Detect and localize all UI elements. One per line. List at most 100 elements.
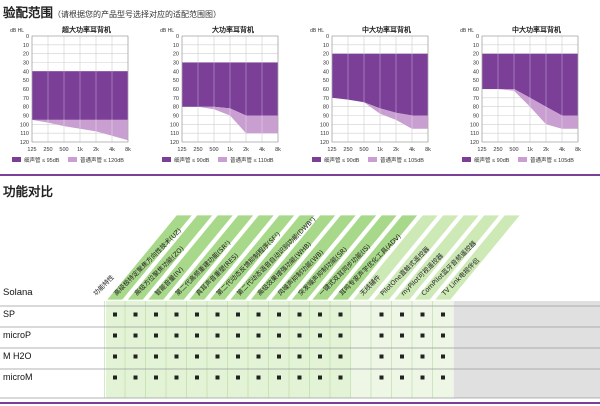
y-tick-label: 120 [20,140,29,146]
x-tick-label: 2k [93,147,99,153]
row-label: SP [3,309,15,319]
feature-mark [379,333,384,338]
y-tick-label: 0 [476,34,479,40]
y-tick-label: 40 [173,69,179,75]
y-tick-label: 70 [23,96,29,102]
legend-label: 细声管 ≤ 95dB [24,156,60,164]
x-tick-label: 125 [327,147,336,153]
feature-header-band [331,214,419,301]
legend-label: 细声管 ≤ 90dB [174,156,210,164]
feature-header-band [290,214,378,301]
feature-column-bg [166,301,187,398]
y-tick-label: 10 [23,43,29,49]
fitting-range-subtitle: （请根据您的产品型号选择对应的适配范围图） [53,10,222,19]
y-tick-label: 40 [473,69,479,75]
feature-mark [154,354,158,359]
y-tick-label: 40 [23,69,29,75]
feature-mark [379,312,384,317]
feature-mark [113,333,117,338]
x-tick-label: 250 [193,147,202,153]
feature-mark [215,354,220,359]
feature-header-band [433,214,522,301]
legend-swatch [462,157,471,162]
y-tick-label: 80 [323,105,329,111]
x-tick-label: 125 [177,147,186,153]
x-tick-label: 2k [393,147,399,153]
y-tick-label: 60 [23,87,29,93]
y-tick-label: 90 [23,114,29,120]
x-tick-label: 500 [59,147,68,153]
feature-mark [318,375,322,380]
x-tick-label: 1k [527,147,533,153]
y-axis-label: dB HL [310,28,324,34]
y-tick-label: 100 [20,122,29,128]
y-tick-label: 50 [23,78,29,84]
x-tick-label: 250 [343,147,352,153]
y-tick-label: 0 [176,34,179,40]
feature-mark [338,333,343,338]
feature-mark [441,375,445,380]
y-tick-label: 20 [323,52,329,58]
y-tick-label: 30 [173,61,179,67]
section-divider-bottom [0,402,600,404]
fitting-range-charts: 超大功率耳背机 dB HL 0 10 20 30 40 50 60 70 80 90 100 110 120… [0,18,600,168]
y-tick-label: 120 [470,140,479,146]
feature-column-bg [125,301,146,398]
feature-mark [195,333,199,338]
feature-mark [174,333,179,338]
legend-swatch [368,157,377,162]
chart-svg: 中大功率耳背机 dB HL0 10 20 30 40 50 60 70 80 90 100 110 120… [460,25,581,164]
chart-title: 中大功率耳背机 [362,25,411,34]
y-tick-label: 50 [323,78,329,84]
feature-comparison-title: 功能对比 [3,185,54,199]
legend-label: 普通声管 ≤ 110dB [230,156,274,164]
feature-column-bg [432,301,453,398]
feature-column-bg [371,301,392,398]
row-label: microP [3,330,31,340]
y-tick-label: 60 [173,87,179,93]
x-tick-label: 8k [125,147,131,153]
feature-column-bg [309,301,330,398]
y-tick-label: 80 [173,105,179,111]
feature-mark [297,375,302,380]
x-tick-label: 500 [359,147,368,153]
feature-mark [277,375,281,380]
feature-mark [297,354,302,359]
y-tick-label: 70 [473,96,479,102]
feature-mark [318,354,322,359]
legend-label: 普通声管 ≤ 120dB [80,156,124,164]
feature-header-band [146,214,235,301]
x-tick-label: 2k [243,147,249,153]
legend-label: 普通声管 ≤ 105dB [380,156,424,164]
x-tick-label: 8k [425,147,431,153]
feature-mark [400,354,404,359]
x-tick-label: 4k [409,147,415,153]
feature-mark [154,375,158,380]
feature-header-band [249,214,337,301]
y-tick-label: 10 [173,43,179,49]
area-standard-tube [32,119,128,141]
fitting-chart-medium-high-power-b: 中大功率耳背机 dB HL 0 10 20 30 40 50 60 70 80 90 100 110 120… [450,18,600,168]
x-tick-label: 4k [559,147,565,153]
y-tick-label: 100 [320,122,329,128]
feature-header-band [167,214,255,301]
feature-column-bg [207,301,228,398]
x-tick-label: 1k [377,147,383,153]
plot-border [481,35,579,143]
feature-header-band [351,214,440,301]
feature-mark [400,312,404,317]
feature-mark [277,333,281,338]
feature-comparison-table: 功能特性 高级极特定聚焦方向性技术(UZ) 高级方位聚焦功能(ZO) 智能音量(IV)… [0,180,600,406]
feature-mark [420,312,425,317]
legend-swatch [12,157,21,162]
y-axis-label: dB HL [160,28,174,34]
feature-mark [420,375,425,380]
x-tick-label: 4k [259,147,265,153]
y-tick-label: 90 [323,114,329,120]
feature-mark [154,333,158,338]
feature-mark [195,312,199,317]
x-tick-label: 250 [43,147,52,153]
fitting-chart-medium-high-power-a: 中大功率耳背机 dB HL 0 10 20 30 40 50 60 70 80 90 100 110 120… [300,18,450,168]
x-tick-label: 1k [227,147,233,153]
y-tick-label: 0 [326,34,329,40]
